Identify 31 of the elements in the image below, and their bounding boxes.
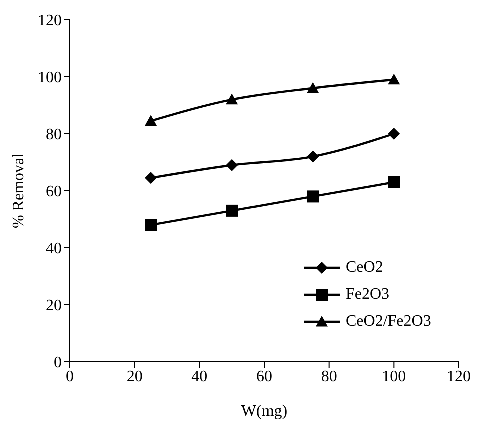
x-tick-label: 60 bbox=[256, 368, 272, 386]
point bbox=[226, 159, 238, 172]
y-tick-label: 60 bbox=[46, 184, 62, 201]
y-tick-label: 120 bbox=[38, 12, 62, 30]
y-tick-label: 0 bbox=[54, 354, 62, 372]
point bbox=[388, 176, 400, 188]
x-tick-label: 80 bbox=[321, 368, 338, 386]
x-tick-label: 20 bbox=[126, 368, 143, 386]
x-tick-label: 120 bbox=[447, 368, 471, 386]
y-tick-label: 40 bbox=[46, 240, 62, 258]
legend-label: CeO2 bbox=[346, 258, 384, 276]
point bbox=[307, 190, 320, 203]
legend-label: CeO2/Fe2O3 bbox=[346, 312, 432, 330]
x-tick-label: 40 bbox=[192, 368, 208, 386]
x-axis-title: W(mg) bbox=[241, 403, 288, 420]
point bbox=[307, 150, 320, 163]
point bbox=[145, 219, 158, 232]
legend-label: Fe2O3 bbox=[346, 286, 390, 304]
point bbox=[145, 172, 158, 184]
point bbox=[388, 128, 400, 140]
x-tick-label: 100 bbox=[382, 368, 406, 386]
y-axis-title: % Removal bbox=[10, 152, 28, 229]
y-tick-label: 80 bbox=[46, 126, 62, 144]
y-tick-label: 20 bbox=[46, 298, 62, 315]
point bbox=[226, 94, 238, 105]
point bbox=[307, 82, 320, 94]
point bbox=[145, 115, 158, 126]
y-tick-label: 100 bbox=[38, 70, 62, 87]
point bbox=[388, 74, 400, 85]
x-tick-label: 0 bbox=[66, 368, 74, 386]
point bbox=[226, 204, 238, 217]
